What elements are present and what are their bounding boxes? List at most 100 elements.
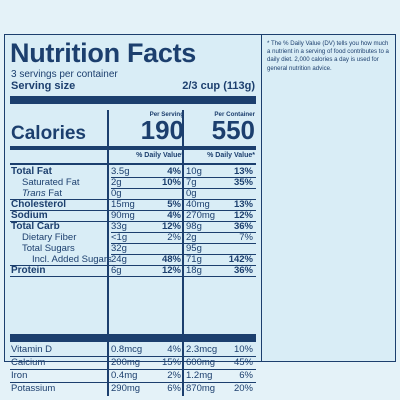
nutrient-row: Total Fat 3.5g 4% 10g 13%: [10, 166, 256, 177]
container-dv: 7%: [239, 232, 253, 243]
nutrient-name: Sodium: [11, 210, 48, 221]
serving-size-label: Serving size: [11, 80, 76, 92]
serving-amount: 290mg: [111, 383, 141, 394]
container-amount: 2g: [186, 232, 197, 243]
nutrient-row: Trans Fat 0g 0g: [10, 188, 256, 199]
nutrient-row: Dietary Fiber <1g 2% 2g 7%: [10, 232, 256, 243]
nutrient-name-prefix: Trans: [22, 188, 46, 199]
serving-amount: 90mg: [111, 210, 135, 221]
calories-per-container: 550: [211, 115, 255, 145]
per-container-header: Per Container: [214, 111, 255, 118]
serving-amount: 0g: [111, 188, 122, 199]
serving-amount: 3.5g: [111, 166, 130, 177]
calories-divider: [10, 146, 256, 150]
container-dv: 6%: [239, 370, 253, 381]
column-divider-name: [107, 110, 109, 396]
dv-header-divider: [10, 163, 256, 165]
nutrient-name: Dietary Fiber: [22, 232, 77, 243]
container-amount: 870mg: [186, 383, 216, 394]
dv-header-container: % Daily Value*: [207, 152, 255, 159]
dv-header-serving: % Daily Value*: [136, 152, 184, 159]
nutrient-name-text: Fat: [48, 188, 62, 199]
container-amount: 600mg: [186, 357, 216, 368]
per-serving-header: Per Serving: [149, 111, 184, 118]
column-divider-serving: [182, 110, 184, 396]
nutrient-name: Iron: [11, 370, 28, 381]
nutrient-row: Sodium 90mg 4% 270mg 12%: [10, 210, 256, 221]
serving-amount: 32g: [111, 243, 127, 254]
nutrient-row: Vitamin D 0.8mcg 4% 2.3mcg 10%: [10, 344, 256, 355]
nutrient-name: Protein: [11, 265, 46, 276]
serving-amount: 24g: [111, 254, 127, 265]
container-dv: 13%: [233, 166, 253, 177]
container-dv: 20%: [233, 383, 253, 394]
container-amount: 270mg: [186, 210, 216, 221]
container-dv: 142%: [228, 254, 253, 265]
container-amount: 95g: [186, 243, 202, 254]
row-divider: [10, 356, 256, 357]
serving-size-row: Serving size 2/3 cup (113g): [11, 80, 255, 94]
nutrient-row: Incl. Added Sugars 24g 48% 71g 142%: [10, 254, 256, 265]
serving-amount: 6g: [111, 265, 122, 276]
serving-amount: 200mg: [111, 357, 141, 368]
nutrient-row: Total Carb 33g 12% 98g 36%: [10, 221, 256, 232]
row-divider: [10, 221, 256, 222]
nutrient-name: Calcium: [11, 357, 46, 368]
nutrient-name: Incl. Added Sugars: [32, 254, 112, 265]
serving-amount: 15mg: [111, 199, 135, 210]
nutrient-name: Potassium: [11, 383, 56, 394]
serving-size-value: 2/3 cup (113g): [182, 80, 255, 92]
nutrient-name: Total Fat: [11, 166, 52, 177]
serving-amount: 0.4mg: [111, 370, 138, 381]
nutrient-row: Iron 0.4mg 2% 1.2mg 6%: [10, 370, 256, 381]
container-amount: 18g: [186, 265, 202, 276]
serving-amount: 33g: [111, 221, 127, 232]
thick-divider: [10, 96, 256, 104]
container-dv: 13%: [233, 199, 253, 210]
row-divider: [10, 276, 256, 277]
serving-amount: <1g: [111, 232, 128, 243]
nutrient-name: Saturated Fat: [22, 177, 80, 188]
serving-dv: 12%: [161, 265, 181, 276]
calories-label: Calories: [11, 123, 86, 144]
serving-dv: 10%: [161, 177, 181, 188]
nutrient-row: Potassium 290mg 6% 870mg 20%: [10, 383, 256, 394]
container-amount: 71g: [186, 254, 202, 265]
container-amount: 40mg: [186, 199, 210, 210]
servings-per-container: 3 servings per container: [11, 69, 118, 80]
nutrient-row: Protein 6g 12% 18g 36%: [10, 265, 256, 276]
nutrient-name: Total Carb: [11, 221, 60, 232]
row-divider: [10, 199, 256, 200]
nutrient-name: Total Sugars: [22, 243, 75, 254]
serving-dv: 4%: [167, 210, 181, 221]
nutrient-name: Vitamin D: [11, 344, 53, 355]
serving-dv: 2%: [167, 232, 181, 243]
row-divider: [10, 382, 256, 383]
container-amount: 98g: [186, 221, 202, 232]
nutrient-row: Cholesterol 15mg 5% 40mg 13%: [10, 199, 256, 210]
container-dv: 12%: [233, 210, 253, 221]
container-amount: 10g: [186, 166, 202, 177]
row-divider: [10, 265, 256, 266]
nutrient-row: Total Sugars 32g 95g: [10, 243, 256, 254]
serving-dv: 12%: [161, 221, 181, 232]
container-amount: 0g: [186, 188, 197, 199]
nutrient-row: Calcium 200mg 15% 600mg 45%: [10, 357, 256, 368]
nutrition-label: Nutrition Facts 3 servings per container…: [4, 34, 262, 396]
serving-dv: 2%: [167, 370, 181, 381]
vitamin-divider: [10, 334, 256, 342]
serving-amount: 2g: [111, 177, 122, 188]
container-amount: 7g: [186, 177, 197, 188]
container-dv: 35%: [233, 177, 253, 188]
label-title: Nutrition Facts: [10, 38, 197, 68]
serving-amount: 0.8mcg: [111, 344, 143, 355]
container-dv: 36%: [233, 265, 253, 276]
row-divider: [10, 369, 256, 370]
serving-dv: 6%: [167, 383, 181, 394]
serving-dv: 15%: [161, 357, 181, 368]
daily-value-footnote: * The % Daily Value (DV) tells you how m…: [262, 34, 396, 362]
calories-per-serving: 190: [140, 115, 184, 145]
serving-dv: 48%: [161, 254, 181, 265]
nutrient-name: Trans Fat: [22, 188, 62, 199]
nutrient-name: Cholesterol: [11, 199, 67, 210]
